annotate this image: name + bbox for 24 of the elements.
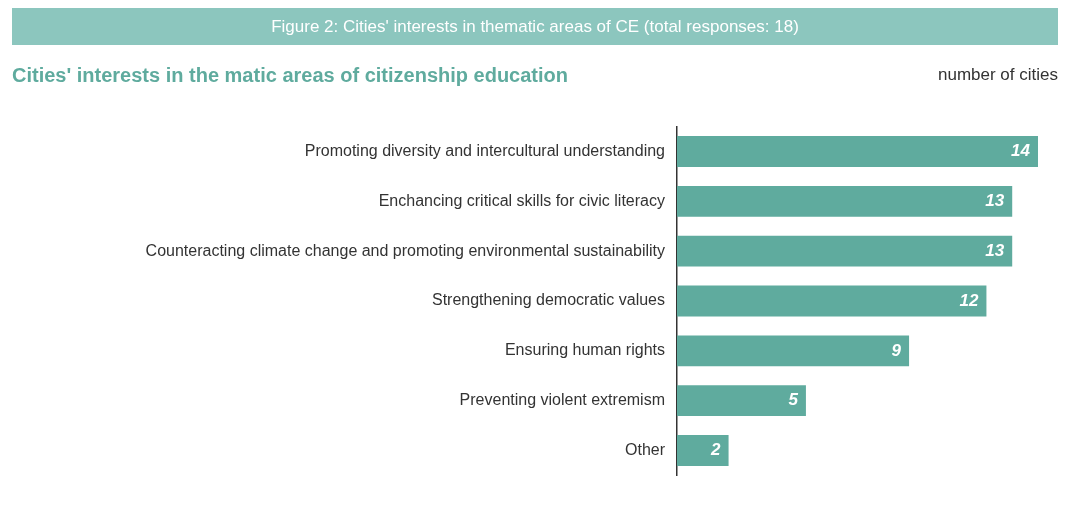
y-tick-label: Other xyxy=(624,440,666,458)
x-axis-title: number of cities xyxy=(938,65,1058,85)
bar xyxy=(677,385,806,417)
bar xyxy=(677,435,729,466)
data-label: 5 xyxy=(788,390,799,410)
y-tick-label: Strengthening democratic values xyxy=(431,291,665,309)
y-tick-label: Ensuring human rights xyxy=(504,341,665,359)
text: Cities' interests in the matic areas of citizenship education xyxy=(12,63,569,87)
data-label: 9 xyxy=(891,340,902,360)
data-label: 12 xyxy=(959,290,979,310)
bar xyxy=(677,185,1013,217)
bar xyxy=(677,136,1038,167)
data-label: 14 xyxy=(1011,141,1031,161)
y-tick-label: Enchancing critical skills for civic literacy xyxy=(378,191,665,209)
y-tick-label: Counteracting climate change and promoting environmental sustainability xyxy=(145,241,665,259)
data-label: 13 xyxy=(985,191,1005,211)
bar xyxy=(677,335,910,367)
y-tick-label: Promoting diversity and intercultural understanding xyxy=(304,141,665,159)
text: Figure 2: Cities' interests in thematic areas of CE (total responses: 18) xyxy=(12,8,1058,45)
y-tick-label: Preventing violent extremism xyxy=(459,391,665,409)
data-label: 13 xyxy=(985,240,1005,260)
data-label: 2 xyxy=(710,440,722,460)
bar xyxy=(677,235,1013,267)
bar xyxy=(677,285,987,317)
